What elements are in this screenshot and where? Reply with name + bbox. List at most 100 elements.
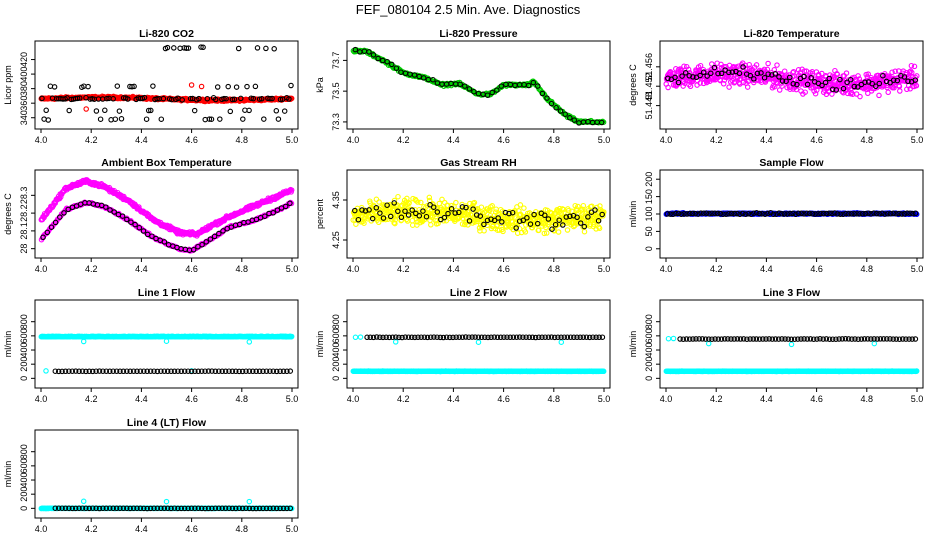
data-point — [164, 44, 171, 51]
data-point — [678, 67, 685, 73]
y-tick-label: 28.1 — [19, 222, 29, 240]
data-point — [667, 211, 673, 217]
data-point — [840, 211, 846, 217]
data-point — [672, 74, 678, 81]
data-point — [62, 368, 69, 375]
data-point — [574, 334, 580, 341]
data-point — [440, 334, 447, 341]
data-point — [352, 46, 359, 53]
data-point — [690, 74, 696, 80]
data-point — [453, 199, 459, 206]
data-point — [879, 210, 885, 217]
x-tick-label: 4.6 — [810, 264, 823, 274]
y-tick-label: 0 — [644, 376, 654, 381]
data-point — [818, 76, 824, 82]
data-point — [359, 207, 365, 213]
y-tick-label: 100 — [644, 206, 654, 221]
data-point — [678, 211, 685, 217]
data-point — [183, 45, 190, 51]
data-point — [171, 45, 177, 51]
x-tick-label: 4.6 — [185, 264, 198, 274]
data-point — [208, 116, 215, 122]
data-point — [572, 202, 578, 209]
data-point — [196, 95, 202, 102]
data-point — [542, 334, 548, 340]
data-point — [220, 228, 226, 234]
data-point — [271, 46, 277, 52]
data-point — [462, 334, 469, 340]
data-point — [445, 210, 451, 217]
data-point — [134, 368, 140, 375]
data-point — [76, 95, 83, 101]
data-point — [885, 89, 891, 96]
data-point — [441, 214, 448, 221]
data-point — [254, 45, 261, 51]
data-point — [510, 226, 517, 233]
x-tick-label: 4.0 — [347, 394, 360, 404]
data-point — [851, 210, 858, 217]
data-point — [890, 210, 897, 217]
data-point — [753, 62, 760, 68]
data-point — [408, 334, 415, 341]
data-point — [258, 96, 265, 102]
data-point — [697, 62, 704, 69]
data-point — [498, 83, 505, 89]
data-point — [217, 116, 223, 122]
data-point — [406, 200, 412, 206]
data-point — [790, 210, 796, 217]
data-point — [823, 210, 830, 217]
x-tick-label: 4.6 — [497, 135, 510, 145]
x-tick-label: 4.0 — [660, 264, 673, 274]
x-tick-label: 4.8 — [236, 264, 249, 274]
data-point — [706, 211, 712, 217]
data-point — [212, 96, 219, 103]
data-point — [831, 210, 838, 216]
y-tick-label: 0 — [331, 376, 341, 381]
data-point — [439, 196, 445, 203]
y-tick-label: 340 — [19, 110, 29, 125]
y-tick-label: 400 — [19, 343, 29, 358]
plot-frame — [34, 299, 299, 389]
data-point — [692, 210, 699, 217]
data-point — [430, 204, 437, 210]
data-point — [466, 218, 473, 224]
x-tick-label: 4.4 — [447, 394, 460, 404]
data-point — [185, 45, 192, 51]
x-tick-label: 4.8 — [548, 264, 561, 274]
data-point — [746, 61, 752, 68]
data-point — [131, 83, 137, 90]
data-point — [829, 210, 835, 217]
data-point — [564, 334, 571, 340]
data-point — [536, 227, 542, 233]
data-point — [198, 83, 205, 90]
data-point — [181, 368, 188, 374]
data-point — [560, 222, 566, 228]
data-point — [593, 334, 599, 341]
data-point — [726, 84, 732, 90]
data-point — [529, 334, 536, 341]
data-point — [448, 206, 455, 212]
data-point — [377, 334, 383, 341]
data-point — [387, 213, 394, 220]
data-point — [367, 334, 374, 341]
data-point — [887, 79, 893, 86]
data-point — [581, 228, 588, 235]
data-point — [405, 334, 412, 340]
x-tick-label: 5.0 — [598, 394, 611, 404]
data-point — [273, 368, 280, 375]
data-point — [577, 334, 583, 341]
data-point — [280, 368, 287, 375]
data-point — [246, 339, 253, 345]
data-point — [762, 211, 768, 217]
x-tick-label: 4.8 — [548, 135, 561, 145]
data-point — [740, 79, 747, 86]
data-point — [154, 368, 161, 375]
data-point — [769, 72, 775, 78]
data-point — [222, 368, 229, 375]
data-point — [718, 70, 725, 77]
data-point — [233, 84, 240, 90]
data-point — [493, 206, 499, 212]
